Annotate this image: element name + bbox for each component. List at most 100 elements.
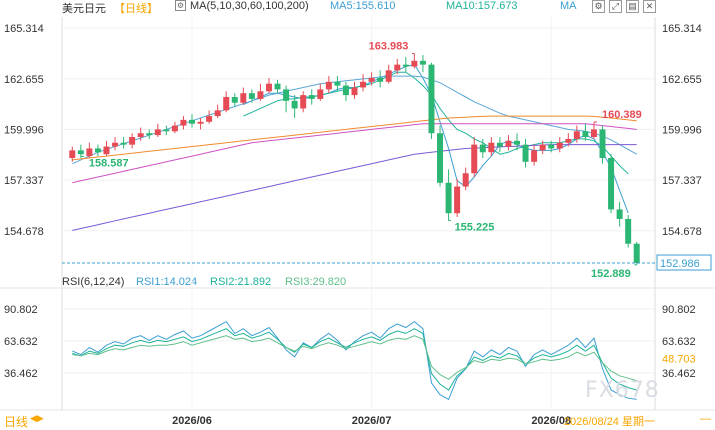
- candle-body: [291, 100, 298, 109]
- candle-body: [402, 64, 409, 67]
- expand-icon[interactable]: ⤢: [609, 0, 622, 13]
- ma10-value: MA10:157.673: [446, 0, 518, 12]
- x-tick-label: 2026/08: [531, 415, 571, 427]
- candle-body: [573, 131, 580, 139]
- rsi-last-label: 48.703: [662, 353, 696, 365]
- ma-line-ma5: [243, 64, 629, 214]
- rsi-tick-label-right: 36.462: [662, 368, 696, 380]
- candle-body: [325, 81, 332, 90]
- candle-body: [77, 150, 84, 155]
- candle-body: [394, 64, 401, 71]
- candle-body: [223, 97, 230, 111]
- candle-body: [129, 137, 136, 145]
- candle-body: [171, 125, 178, 132]
- candle-body: [342, 85, 349, 96]
- x-tick-label: 2026/06: [172, 415, 212, 427]
- candle-body: [180, 119, 187, 126]
- settings-icon[interactable]: ⚙: [592, 0, 605, 13]
- chart-header: 美元日元 【日线】 ⚙ MA(5,10,30,60,100,200) MA5:1…: [0, 0, 715, 15]
- candle-body: [616, 209, 623, 219]
- candle-body: [146, 133, 153, 136]
- candle-body: [368, 77, 375, 82]
- candle-body: [351, 87, 358, 96]
- y-tick-label-left: 157.337: [4, 175, 44, 187]
- candle-body: [240, 93, 247, 103]
- indicator-settings-icon[interactable]: ⚙: [175, 0, 186, 11]
- candle-body: [377, 77, 384, 82]
- candle-body: [86, 148, 93, 157]
- ma-indicator-title[interactable]: MA(5,10,30,60,100,200): [190, 0, 309, 12]
- candle-body: [462, 173, 469, 187]
- period-label[interactable]: 日线: [4, 415, 29, 429]
- ma-line-ma100: [72, 123, 637, 184]
- cursor-date: 2026/08/24 星期一: [563, 416, 655, 428]
- candle-body: [120, 142, 127, 145]
- candle-body: [189, 119, 196, 124]
- period-selector[interactable]: 【日线】: [114, 3, 158, 15]
- candle-body: [539, 144, 546, 151]
- last-price-label: 152.986: [660, 258, 700, 270]
- candle-body: [69, 150, 76, 158]
- candle-body: [137, 133, 144, 138]
- y-tick-label-left: 162.655: [4, 74, 44, 86]
- candle-body: [479, 144, 486, 153]
- candle-body: [419, 60, 426, 65]
- candle-body: [360, 81, 367, 88]
- rsi-tick-label-left: 63.632: [4, 336, 38, 348]
- candle-body: [197, 121, 204, 124]
- annotation-high: 163.983: [369, 41, 409, 53]
- ma-line-ma200: [72, 144, 637, 231]
- candle-body: [154, 129, 161, 136]
- candle-body: [625, 218, 632, 244]
- candle-body: [214, 110, 221, 117]
- candle-body: [531, 150, 538, 162]
- rsi-line-rsi3: [72, 335, 637, 382]
- candle-body: [633, 243, 640, 263]
- period-switch-icon[interactable]: ◀▶: [30, 413, 44, 423]
- candle-body: [283, 89, 290, 101]
- rsi3-value: RSI3:29.820: [285, 276, 347, 288]
- candle-body: [454, 186, 461, 214]
- candle-body: [608, 157, 615, 210]
- candle-body: [163, 129, 170, 132]
- y-tick-label-right: 157.337: [662, 175, 702, 187]
- candle-body: [565, 138, 572, 143]
- y-tick-label-right: 154.678: [662, 226, 702, 238]
- annotation-high-right: 160.389: [602, 109, 642, 121]
- symbol-title: 美元日元: [62, 3, 106, 15]
- annotation-low-left: 158.587: [89, 157, 129, 169]
- watermark-logo: FX678: [585, 378, 660, 403]
- candle-body: [257, 91, 264, 99]
- rsi-tick-label-right: 63.632: [662, 336, 696, 348]
- layout-icon[interactable]: ▤: [626, 0, 639, 13]
- y-tick-label-right: 159.996: [662, 124, 702, 136]
- candle-body: [300, 95, 307, 109]
- x-tick-label: 2026/07: [352, 415, 392, 427]
- candle-body: [206, 116, 213, 122]
- candle-body: [265, 83, 272, 92]
- y-tick-label-left: 154.678: [4, 226, 44, 238]
- candle-body: [308, 95, 315, 99]
- candle-body: [317, 89, 324, 99]
- ma-more-value: MA: [560, 0, 577, 12]
- candle-body: [548, 144, 555, 149]
- rsi2-value: RSI2:21.892: [210, 276, 272, 288]
- annotation-low-mid: 155.225: [455, 221, 495, 233]
- candle-body: [94, 148, 101, 153]
- candle-body: [556, 142, 563, 149]
- candle-body: [513, 140, 520, 145]
- candle-body: [428, 64, 435, 134]
- close-icon[interactable]: ✕: [643, 0, 656, 13]
- ma5-value: MA5:155.610: [330, 0, 396, 12]
- nav-dash[interactable]: —: [700, 413, 711, 425]
- ma-line-ma60: [72, 115, 637, 161]
- candle-body: [599, 129, 606, 158]
- candle-body: [445, 182, 452, 214]
- candle-body: [488, 142, 495, 153]
- rsi-line-rsi2: [72, 328, 637, 391]
- ma-line-ma10: [243, 71, 629, 175]
- rsi-title[interactable]: RSI(6,12,24): [62, 276, 125, 288]
- candle-body: [471, 144, 478, 174]
- candle-body: [274, 83, 281, 90]
